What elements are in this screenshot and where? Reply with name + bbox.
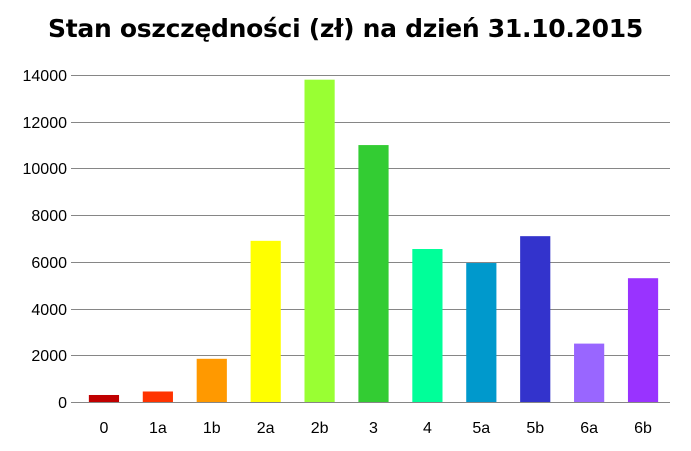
y-tick-label: 14000 bbox=[23, 68, 68, 85]
y-tick-label: 6000 bbox=[31, 255, 67, 272]
x-tick-label: 6b bbox=[634, 420, 652, 437]
y-axis-ticks: 0 2000 4000 6000 8000 10000 12000 14000 bbox=[23, 68, 68, 412]
bar-1a bbox=[142, 391, 173, 402]
bar-2b bbox=[304, 79, 335, 403]
bar-5b bbox=[520, 236, 551, 402]
bar-1b bbox=[196, 358, 227, 402]
y-tick-label: 4000 bbox=[31, 302, 67, 319]
x-tick-label: 4 bbox=[423, 420, 432, 437]
bar-6b bbox=[627, 278, 659, 402]
x-tick-label: 3 bbox=[369, 420, 378, 437]
x-tick-label: 5b bbox=[526, 420, 544, 437]
x-tick-label: 2b bbox=[311, 420, 329, 437]
x-tick-label: 6a bbox=[580, 420, 598, 437]
bar-0 bbox=[88, 394, 120, 402]
x-tick-label: 0 bbox=[100, 420, 109, 437]
bar-6a bbox=[574, 343, 605, 402]
y-tick-label: 0 bbox=[58, 395, 67, 412]
bar-2a bbox=[250, 240, 281, 402]
chart-title: Stan oszczędności (zł) na dzień 31.10.20… bbox=[48, 14, 643, 43]
bar-4 bbox=[412, 249, 443, 402]
x-tick-label: 2a bbox=[257, 420, 275, 437]
y-tick-label: 10000 bbox=[23, 161, 68, 178]
x-tick-label: 1a bbox=[149, 420, 167, 437]
y-tick-label: 12000 bbox=[23, 115, 68, 132]
x-tick-label: 5a bbox=[472, 420, 490, 437]
x-axis-ticks: 0 1a 1b 2a 2b 3 4 5a 5b 6a 6b bbox=[100, 420, 653, 437]
y-tick-label: 8000 bbox=[31, 208, 67, 225]
bar-5a bbox=[466, 263, 497, 402]
bar-3 bbox=[358, 145, 389, 403]
bars bbox=[88, 79, 659, 403]
x-tick-label: 1b bbox=[203, 420, 221, 437]
y-tick-label: 2000 bbox=[31, 348, 67, 365]
